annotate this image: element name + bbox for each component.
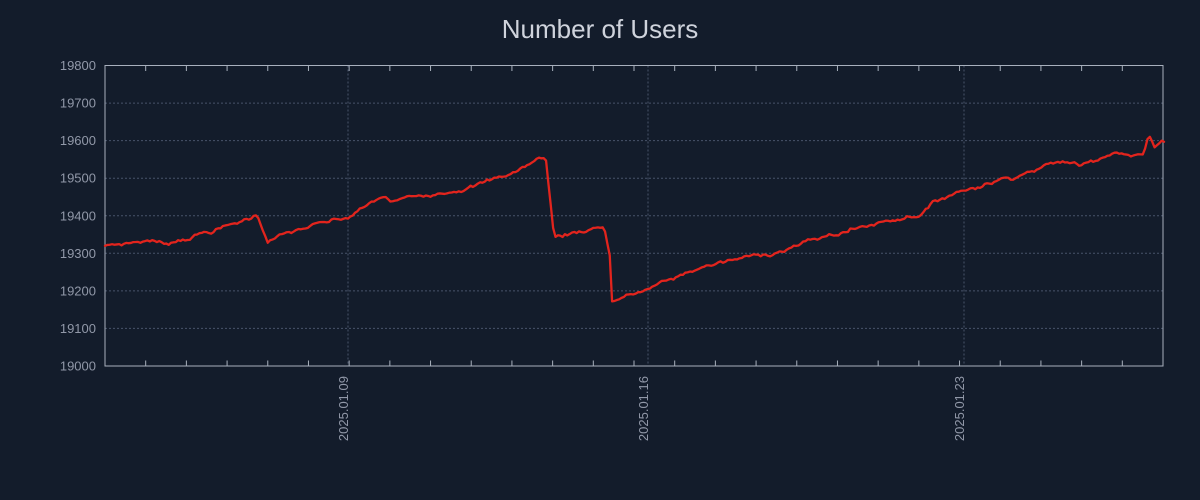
- svg-text:2025.01.16: 2025.01.16: [636, 376, 651, 441]
- svg-text:2025.01.23: 2025.01.23: [952, 376, 967, 441]
- svg-text:19000: 19000: [60, 359, 96, 374]
- svg-text:19200: 19200: [60, 283, 96, 298]
- svg-text:19400: 19400: [60, 208, 96, 223]
- svg-text:19800: 19800: [60, 58, 96, 73]
- svg-text:19700: 19700: [60, 96, 96, 111]
- svg-text:19100: 19100: [60, 321, 96, 336]
- svg-text:19300: 19300: [60, 246, 96, 261]
- svg-text:19500: 19500: [60, 171, 96, 186]
- svg-text:2025.01.09: 2025.01.09: [336, 376, 351, 441]
- svg-text:19600: 19600: [60, 133, 96, 148]
